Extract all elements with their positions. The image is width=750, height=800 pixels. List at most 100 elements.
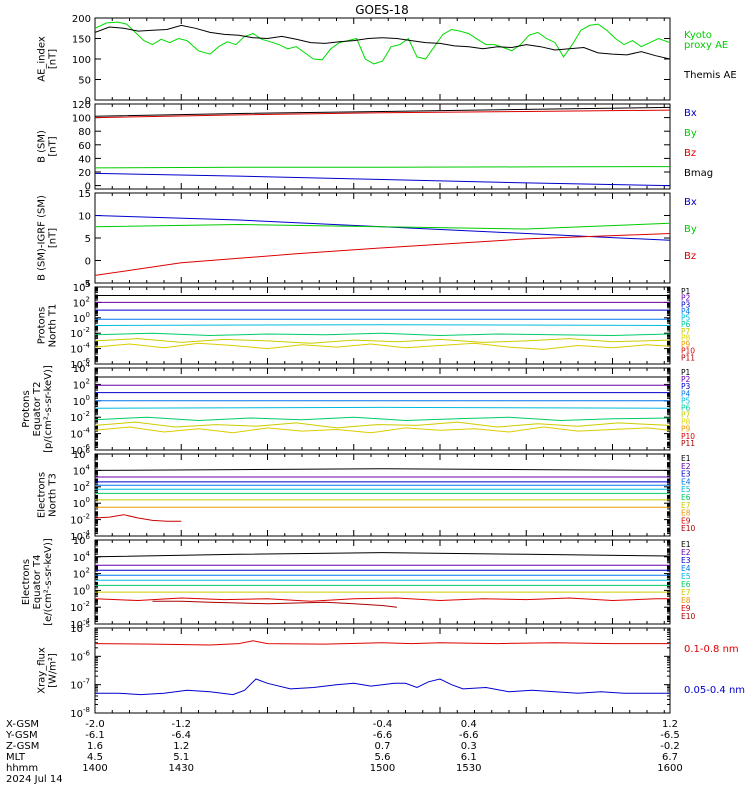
y-axis-label: North T3 bbox=[48, 473, 59, 517]
legend-entry: proxy AE bbox=[684, 40, 728, 51]
series-bx bbox=[95, 172, 670, 187]
panel-frame bbox=[94, 367, 671, 451]
legend-entry: By bbox=[684, 224, 697, 235]
legend-entry: Bx bbox=[684, 108, 697, 119]
series-bmag bbox=[95, 106, 670, 117]
y-tick-label: 5 bbox=[85, 234, 91, 245]
x-axis-value: 6.7 bbox=[662, 752, 678, 763]
legend-entry: 0.1-0.8 nm bbox=[684, 644, 739, 655]
x-axis-value: 5.1 bbox=[173, 752, 189, 763]
panel-frame bbox=[94, 453, 671, 537]
legend-entry: E5 bbox=[681, 572, 691, 581]
y-tick-label: 60 bbox=[78, 141, 91, 152]
legend-entry: P5 bbox=[681, 314, 691, 323]
y-tick-label: 0 bbox=[85, 96, 91, 107]
series-0-05-0-4-nm bbox=[95, 678, 670, 696]
y-axis-label: North T1 bbox=[48, 304, 59, 348]
panel-frame bbox=[94, 17, 671, 101]
x-axis-value: 0.7 bbox=[375, 741, 391, 752]
series-themis-ae bbox=[95, 24, 670, 60]
x-axis-labels: X-GSM -2.0 -1.2 -0.4 0.4 1.2 Y-GSM -6.1 -6.4 -6.6… bbox=[5, 719, 683, 785]
y-axis-label: Electrons bbox=[21, 559, 32, 605]
y-tick-label: 104 bbox=[73, 463, 91, 477]
legend-entry: E6 bbox=[681, 580, 691, 589]
legend-entry: E8 bbox=[681, 509, 691, 518]
panel-frame bbox=[94, 627, 671, 714]
x-axis-row-label: Z-GSM bbox=[6, 741, 39, 752]
x-axis-value: -6.6 bbox=[459, 730, 479, 741]
y-tick-label: 104 bbox=[73, 550, 91, 564]
legend-entry: P2 bbox=[681, 375, 691, 384]
legend-entry: E4 bbox=[681, 564, 691, 573]
series-kyoto-proxy-ae bbox=[95, 21, 670, 65]
y-axis-label: Protons bbox=[21, 390, 32, 427]
panel-5: 104 102 100 10-2 10-4 10-6 Protons Equator T2 [p… bbox=[21, 361, 695, 457]
series-p8 bbox=[95, 426, 670, 434]
y-tick-label: 10-2 bbox=[70, 600, 90, 614]
legend-entry: P6 bbox=[681, 320, 691, 329]
y-tick-label: 150 bbox=[72, 35, 91, 46]
legend-entry: P1 bbox=[681, 368, 691, 377]
x-axis-row-label: MLT bbox=[6, 752, 26, 763]
legend-entry: E5 bbox=[681, 485, 691, 494]
panel-8: 10-5 10-6 10-7 10-8 Xray_flux [W/m²] 0.1-0.8 n… bbox=[37, 621, 746, 720]
y-axis-label: [nT] bbox=[48, 136, 59, 156]
x-axis-value: -2.0 bbox=[85, 719, 105, 730]
y-tick-label: 10-4 bbox=[70, 427, 90, 441]
x-axis-value: -0.4 bbox=[373, 719, 393, 730]
y-tick-label: 0 bbox=[85, 182, 91, 193]
series-by bbox=[95, 222, 670, 230]
legend-entry: P4 bbox=[681, 389, 691, 398]
legend-entry: P9 bbox=[681, 340, 691, 349]
date-label: 2024 Jul 14 bbox=[6, 774, 63, 785]
y-axis-label: [nT] bbox=[48, 228, 59, 248]
y-tick-label: 100 bbox=[73, 583, 90, 597]
panel-frame bbox=[94, 103, 671, 190]
legend-entry: P8 bbox=[681, 418, 691, 427]
legend-entry: E7 bbox=[681, 588, 691, 597]
x-axis-value: 0.4 bbox=[461, 719, 477, 730]
legend-entry: P7 bbox=[681, 411, 691, 420]
y-tick-label: 10-4 bbox=[70, 529, 90, 543]
legend-entry: E1 bbox=[681, 454, 691, 463]
series-p6 bbox=[95, 416, 670, 422]
legend-entry: E9 bbox=[681, 604, 691, 613]
y-axis-label: [nT] bbox=[48, 49, 59, 69]
y-axis-label: Electrons bbox=[37, 472, 48, 518]
legend-entry: E10 bbox=[681, 524, 696, 533]
legend-entry: P8 bbox=[681, 333, 691, 342]
series-e9 bbox=[152, 600, 397, 608]
y-tick-label: 102 bbox=[73, 295, 90, 309]
y-axis-label: Equator T2 bbox=[32, 382, 43, 437]
y-tick-label: 100 bbox=[73, 394, 90, 408]
y-tick-label: 10-6 bbox=[70, 357, 90, 371]
x-axis-value: -1.2 bbox=[171, 719, 191, 730]
legend-entry: P9 bbox=[681, 425, 691, 434]
x-axis-value: 1600 bbox=[657, 763, 682, 774]
legend-entry: P1 bbox=[681, 287, 691, 296]
series-p8 bbox=[95, 342, 670, 350]
x-axis-row-label: hhmm bbox=[6, 763, 38, 774]
series-0-1-0-8-nm bbox=[95, 640, 670, 646]
legend-entry: Bx bbox=[684, 197, 697, 208]
y-tick-label: 10-2 bbox=[70, 410, 90, 424]
legend-entry: P10 bbox=[681, 347, 695, 356]
panel-frame bbox=[94, 192, 671, 284]
series-e8 bbox=[95, 597, 670, 602]
x-axis-value: -6.6 bbox=[373, 730, 393, 741]
x-axis-value: 0.3 bbox=[461, 741, 477, 752]
y-tick-label: 104 bbox=[73, 361, 91, 375]
legend-entry: P3 bbox=[681, 300, 691, 309]
legend-entry: P4 bbox=[681, 307, 691, 316]
y-tick-label: 10-4 bbox=[70, 342, 90, 356]
x-axis-value: -6.5 bbox=[660, 730, 680, 741]
series-e9 bbox=[95, 514, 182, 522]
x-axis-value: -0.2 bbox=[660, 741, 680, 752]
y-tick-label: 100 bbox=[72, 114, 91, 125]
y-axis-label: Equator T4 bbox=[32, 555, 43, 610]
legend-entry: Bmag bbox=[684, 168, 713, 179]
series-by bbox=[95, 166, 670, 169]
x-axis-value: 1.2 bbox=[173, 741, 189, 752]
